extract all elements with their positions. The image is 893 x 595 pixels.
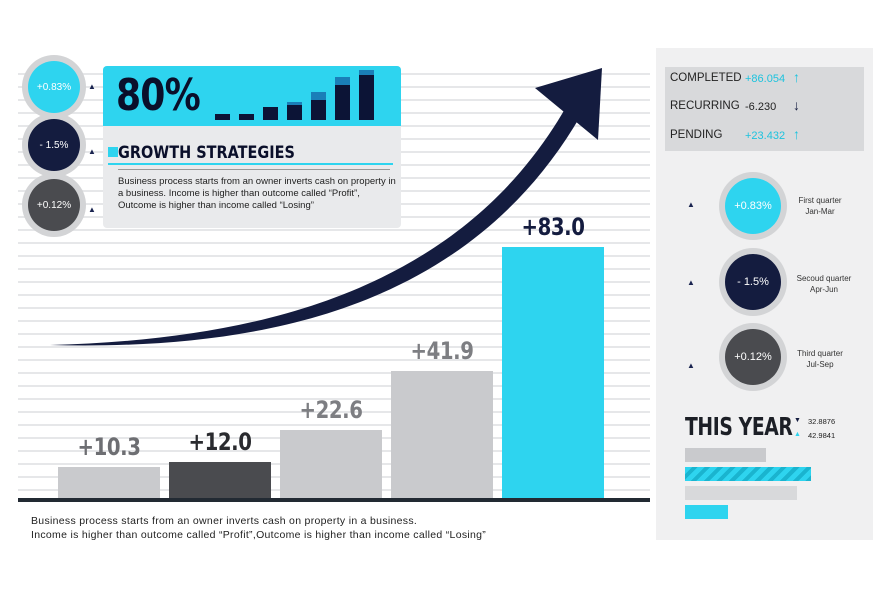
bottom-description: Business process starts from an owner in…	[31, 514, 486, 542]
chart-bar	[58, 467, 160, 498]
arrow-up-icon: ↑	[793, 69, 800, 85]
bottom-description-line: Business process starts from an owner in…	[31, 515, 418, 527]
quarter-range: Jan-Mar	[805, 207, 835, 216]
divider	[118, 169, 390, 170]
quarter-name: First quarter	[798, 196, 842, 205]
badge-plus-0-83: +0.83%	[22, 55, 86, 119]
stat-value-pending: +23.432	[745, 130, 786, 142]
quarter-badge-inner: - 1.5%	[725, 254, 781, 310]
chart-data-label: +10.3	[77, 433, 141, 461]
triangle-up-icon: ▲	[88, 82, 96, 91]
quarter-badge-second: - 1.5%	[719, 248, 787, 316]
this-year-value-2: 42.9841	[808, 431, 836, 440]
mini-bar-front	[215, 114, 230, 120]
this-year-bar	[685, 486, 797, 500]
chart-bar	[169, 462, 271, 498]
quarter-badge-first: +0.83%	[719, 172, 787, 240]
quarter-name: Secoud quarter	[796, 274, 852, 283]
triangle-up-icon: ▲	[687, 361, 695, 370]
stat-label-pending: PENDING	[670, 129, 723, 141]
quarter-name: Third quarter	[797, 349, 843, 358]
stats-box	[665, 67, 864, 151]
quarter-value: +0.83%	[734, 200, 772, 212]
triangle-up-icon: ▲	[687, 278, 695, 287]
badge-label: +0.83%	[36, 81, 72, 93]
quarter-label: Third quarter Jul-Sep	[775, 348, 865, 370]
title-accent	[108, 147, 118, 157]
badge-plus-0-12: +0.12%	[22, 173, 86, 237]
chart-baseline	[18, 498, 650, 502]
triangle-up-icon: ▲	[88, 147, 96, 156]
quarter-range: Jul-Sep	[806, 360, 834, 369]
triangle-up-icon: ▲	[794, 431, 801, 438]
badge-label: - 1.5%	[39, 139, 69, 151]
quarter-badge-third: +0.12%	[719, 323, 787, 391]
growth-title: GROWTH STRATEGIES	[118, 143, 295, 163]
this-year-bar	[685, 505, 728, 519]
badge-inner: +0.83%	[28, 61, 80, 113]
chart-bar	[502, 247, 604, 498]
quarter-label: Secoud quarter Apr-Jun	[779, 273, 869, 295]
mini-bar-front	[263, 107, 278, 120]
stat-label-recurring: RECURRING	[670, 100, 740, 112]
mini-bar-front	[239, 114, 254, 120]
stat-value-recurring: -6.230	[745, 101, 777, 113]
growth-percent: 80%	[116, 70, 201, 121]
quarter-range: Apr-Jun	[809, 285, 838, 294]
quarter-badge-inner: +0.83%	[725, 178, 781, 234]
chart-data-label: +83.0	[521, 213, 585, 241]
triangle-down-icon: ▼	[794, 417, 801, 424]
growth-description: Business process starts from an owner in…	[118, 176, 396, 211]
this-year-value-1: 32.8876	[808, 417, 836, 426]
badge-minus-1-5: - 1.5%	[22, 113, 86, 177]
triangle-up-icon: ▲	[88, 205, 96, 214]
arrow-up-icon: ↑	[793, 126, 800, 142]
mini-bar-front	[359, 75, 374, 120]
this-year-bar	[685, 448, 766, 462]
quarter-value: +0.12%	[734, 351, 772, 363]
quarter-badge-inner: +0.12%	[725, 329, 781, 385]
badge-inner: - 1.5%	[28, 119, 80, 171]
badge-inner: +0.12%	[28, 179, 80, 231]
bottom-description-line: Income is higher than outcome called “Pr…	[31, 529, 487, 541]
chart-data-label: +22.6	[299, 396, 363, 424]
chart-data-label: +41.9	[410, 337, 474, 365]
mini-bar-front	[311, 100, 326, 120]
mini-bar-front	[335, 85, 350, 120]
stat-value-completed: +86.054	[745, 73, 786, 85]
quarter-label: First quarter Jan-Mar	[775, 195, 865, 217]
stat-label-completed: COMPLETED	[670, 72, 742, 84]
trend-arrow-icon	[50, 68, 602, 346]
title-underline	[108, 147, 393, 165]
mini-bar-chart	[215, 70, 374, 120]
chart-bar	[280, 430, 382, 498]
arrow-down-icon: ↓	[793, 97, 800, 113]
this-year-bar	[685, 467, 811, 481]
this-year-title: THIS YEAR	[685, 412, 793, 441]
triangle-up-icon: ▲	[687, 200, 695, 209]
quarter-value: - 1.5%	[737, 276, 769, 288]
badge-label: +0.12%	[36, 199, 72, 211]
mini-bar-front	[287, 105, 302, 120]
chart-bar	[391, 371, 493, 498]
chart-data-label: +12.0	[188, 428, 252, 456]
